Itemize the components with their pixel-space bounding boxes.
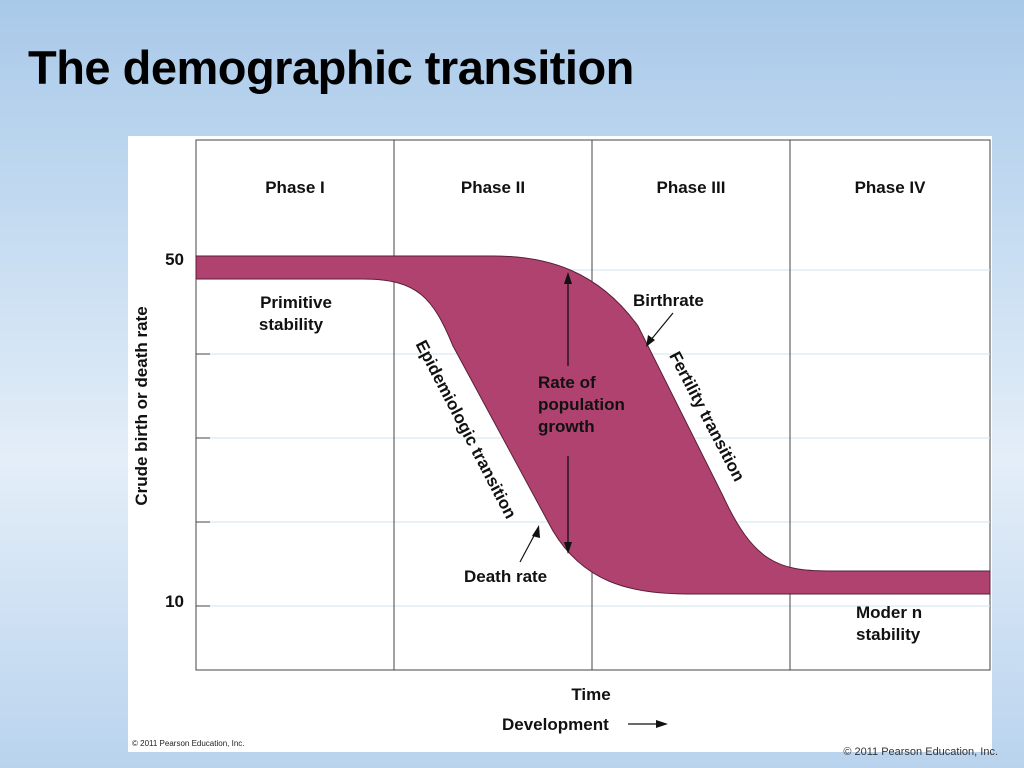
- development-arrow-head: [656, 720, 668, 728]
- development-arrow: [628, 720, 668, 728]
- phase-1-label: Phase I: [265, 178, 325, 197]
- birthrate-pointer-line: [649, 312, 674, 342]
- death-rate-pointer-head: [532, 525, 540, 538]
- death-rate-label: Death rate: [464, 567, 547, 586]
- figure-copyright: © 2011 Pearson Education, Inc.: [132, 739, 244, 748]
- birthrate-pointer-head: [646, 335, 655, 347]
- growth-arrow-head-up: [564, 272, 572, 284]
- growth-label-line-1: Rate of: [538, 373, 596, 392]
- primitive-stability-line-1: Primitive: [260, 293, 332, 312]
- slide-footer-credit: © 2011 Pearson Education, Inc.: [843, 746, 998, 758]
- diagram-canvas: Phase I Phase II Phase III Phase IV 50 1…: [132, 139, 991, 748]
- development-label: Development: [502, 715, 609, 734]
- demographic-transition-figure: Phase I Phase II Phase III Phase IV 50 1…: [128, 136, 992, 752]
- growth-arrow: [564, 272, 572, 554]
- y-tick-label-10: 10: [165, 592, 184, 611]
- primitive-stability-line-2: stability: [259, 315, 324, 334]
- modern-stability-line-2: stability: [856, 625, 921, 644]
- death-rate-pointer: [519, 525, 540, 563]
- population-growth-band: [195, 255, 991, 595]
- phase-3-label: Phase III: [657, 178, 726, 197]
- phase-4-label: Phase IV: [855, 178, 927, 197]
- x-axis-label: Time: [571, 685, 610, 704]
- birthrate-pointer: [646, 312, 674, 347]
- death-rate-pointer-line: [519, 531, 537, 563]
- growth-arrow-head-down: [564, 542, 572, 554]
- modern-stability-line-1: Moder n: [856, 603, 922, 622]
- y-tick-label-50: 50: [165, 250, 184, 269]
- slide-title: The demographic transition: [28, 41, 634, 94]
- growth-label-line-2: population: [538, 395, 625, 414]
- y-axis-label: Crude birth or death rate: [132, 306, 151, 505]
- phase-2-label: Phase II: [461, 178, 525, 197]
- growth-label-line-3: growth: [538, 417, 595, 436]
- birthrate-label: Birthrate: [633, 291, 704, 310]
